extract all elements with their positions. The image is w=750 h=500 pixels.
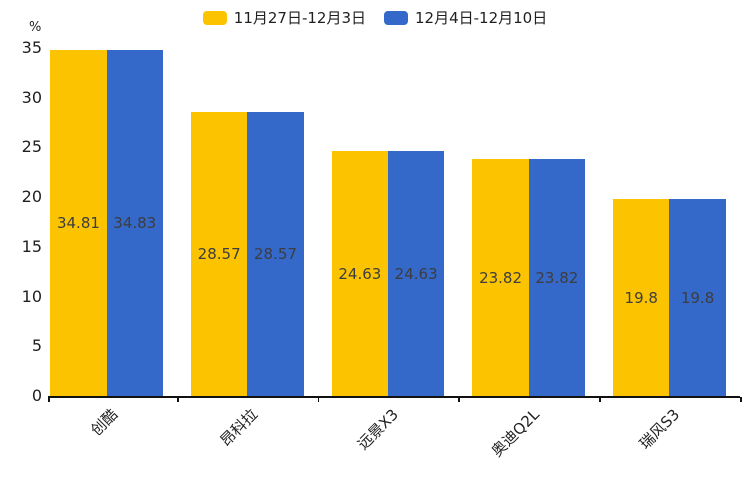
x-category-label-0: 创酷 [86,405,121,440]
x-category-label-2: 远景X3 [354,405,403,454]
bar-series2-3 [528,159,585,396]
y-tick-label-30: 30 [21,87,42,107]
x-axis-tick-4 [599,397,601,402]
bar-value-label: 19.8 [624,288,658,307]
bar-series1-0 [50,49,107,396]
x-axis-tick-3 [458,397,460,402]
legend-item-week1: 11月27日-12月3日 [202,7,366,28]
x-axis-tick-1 [177,397,179,402]
bar-value-label: 24.63 [394,264,438,283]
bar-value-label: 28.57 [197,244,241,263]
y-axis-unit-label: % [29,20,42,35]
bar-value-label: 24.63 [338,264,382,283]
legend-item-week2: 12月4日-12月10日 [384,7,547,28]
x-axis-tick-0 [48,397,50,402]
bar-series1-4 [613,199,670,396]
x-category-label-3: 奥迪Q2L [487,405,543,461]
x-axis-line [48,396,740,398]
y-tick-label-10: 10 [21,286,42,306]
bar-series1-2 [331,151,388,396]
bar-value-label: 23.82 [535,268,579,287]
y-tick-label-20: 20 [21,187,42,207]
y-tick-label-35: 35 [21,38,42,58]
bar-series2-1 [247,111,304,396]
legend-label-week1: 11月27日-12月3日 [233,9,366,27]
bar-value-label: 23.82 [479,268,523,287]
bar-value-label: 34.83 [113,213,157,232]
y-tick-label-25: 25 [21,137,42,157]
legend: 11月27日-12月3日 12月4日-12月10日 [0,7,750,28]
bar-value-label: 28.57 [253,244,297,263]
legend-swatch-week2 [384,10,408,25]
x-axis-tick-5 [740,397,742,402]
bar-series1-3 [472,159,529,396]
bar-series2-0 [106,49,163,396]
y-tick-label-15: 15 [21,236,42,256]
legend-label-week2: 12月4日-12月10日 [415,9,548,27]
legend-swatch-week1 [202,10,227,25]
x-category-label-1: 昂科拉 [216,405,262,450]
bar-value-label: 34.81 [56,213,100,232]
bar-value-label: 19.8 [680,288,715,307]
bar-series2-4 [669,199,726,396]
bar-series1-1 [191,111,248,396]
y-tick-label-5: 5 [31,336,42,356]
x-category-label-4: 瑞风S3 [636,405,684,453]
x-axis-tick-2 [317,397,320,402]
bar-series2-2 [388,151,445,396]
y-tick-label-0: 0 [31,386,42,406]
